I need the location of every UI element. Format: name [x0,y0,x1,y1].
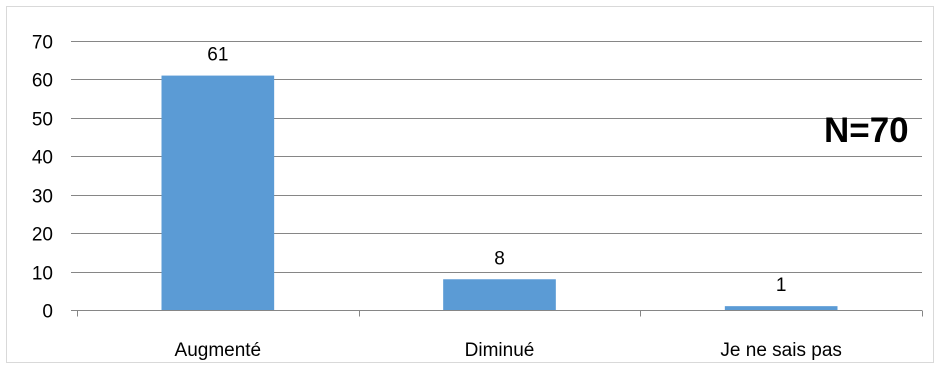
y-tick-label: 0 [42,302,53,323]
data-label: 8 [494,248,505,269]
sample-size-annotation: N=70 [824,111,909,150]
bar [724,306,838,310]
axes [71,310,923,317]
y-tick-label: 20 [32,225,53,246]
data-label: 61 [207,45,228,66]
y-tick-label: 30 [32,187,53,208]
y-tick-label: 10 [32,264,53,285]
y-tick-label: 40 [32,148,53,169]
x-category-label: Augmenté [175,340,262,361]
y-tick-label: 50 [32,110,53,131]
y-tick-label: 60 [32,71,53,92]
data-label: 1 [776,275,787,296]
y-tick-label: 70 [32,33,53,54]
bar [161,75,275,310]
bars [161,75,838,310]
labels: 0 10 20 30 40 50 60 70 61 Augmenté 8 Diminué 1 Je ne … [32,33,842,362]
x-category-label: Diminué [465,340,535,361]
x-category-label: Je ne sais pas [720,340,841,361]
bar [443,279,556,310]
